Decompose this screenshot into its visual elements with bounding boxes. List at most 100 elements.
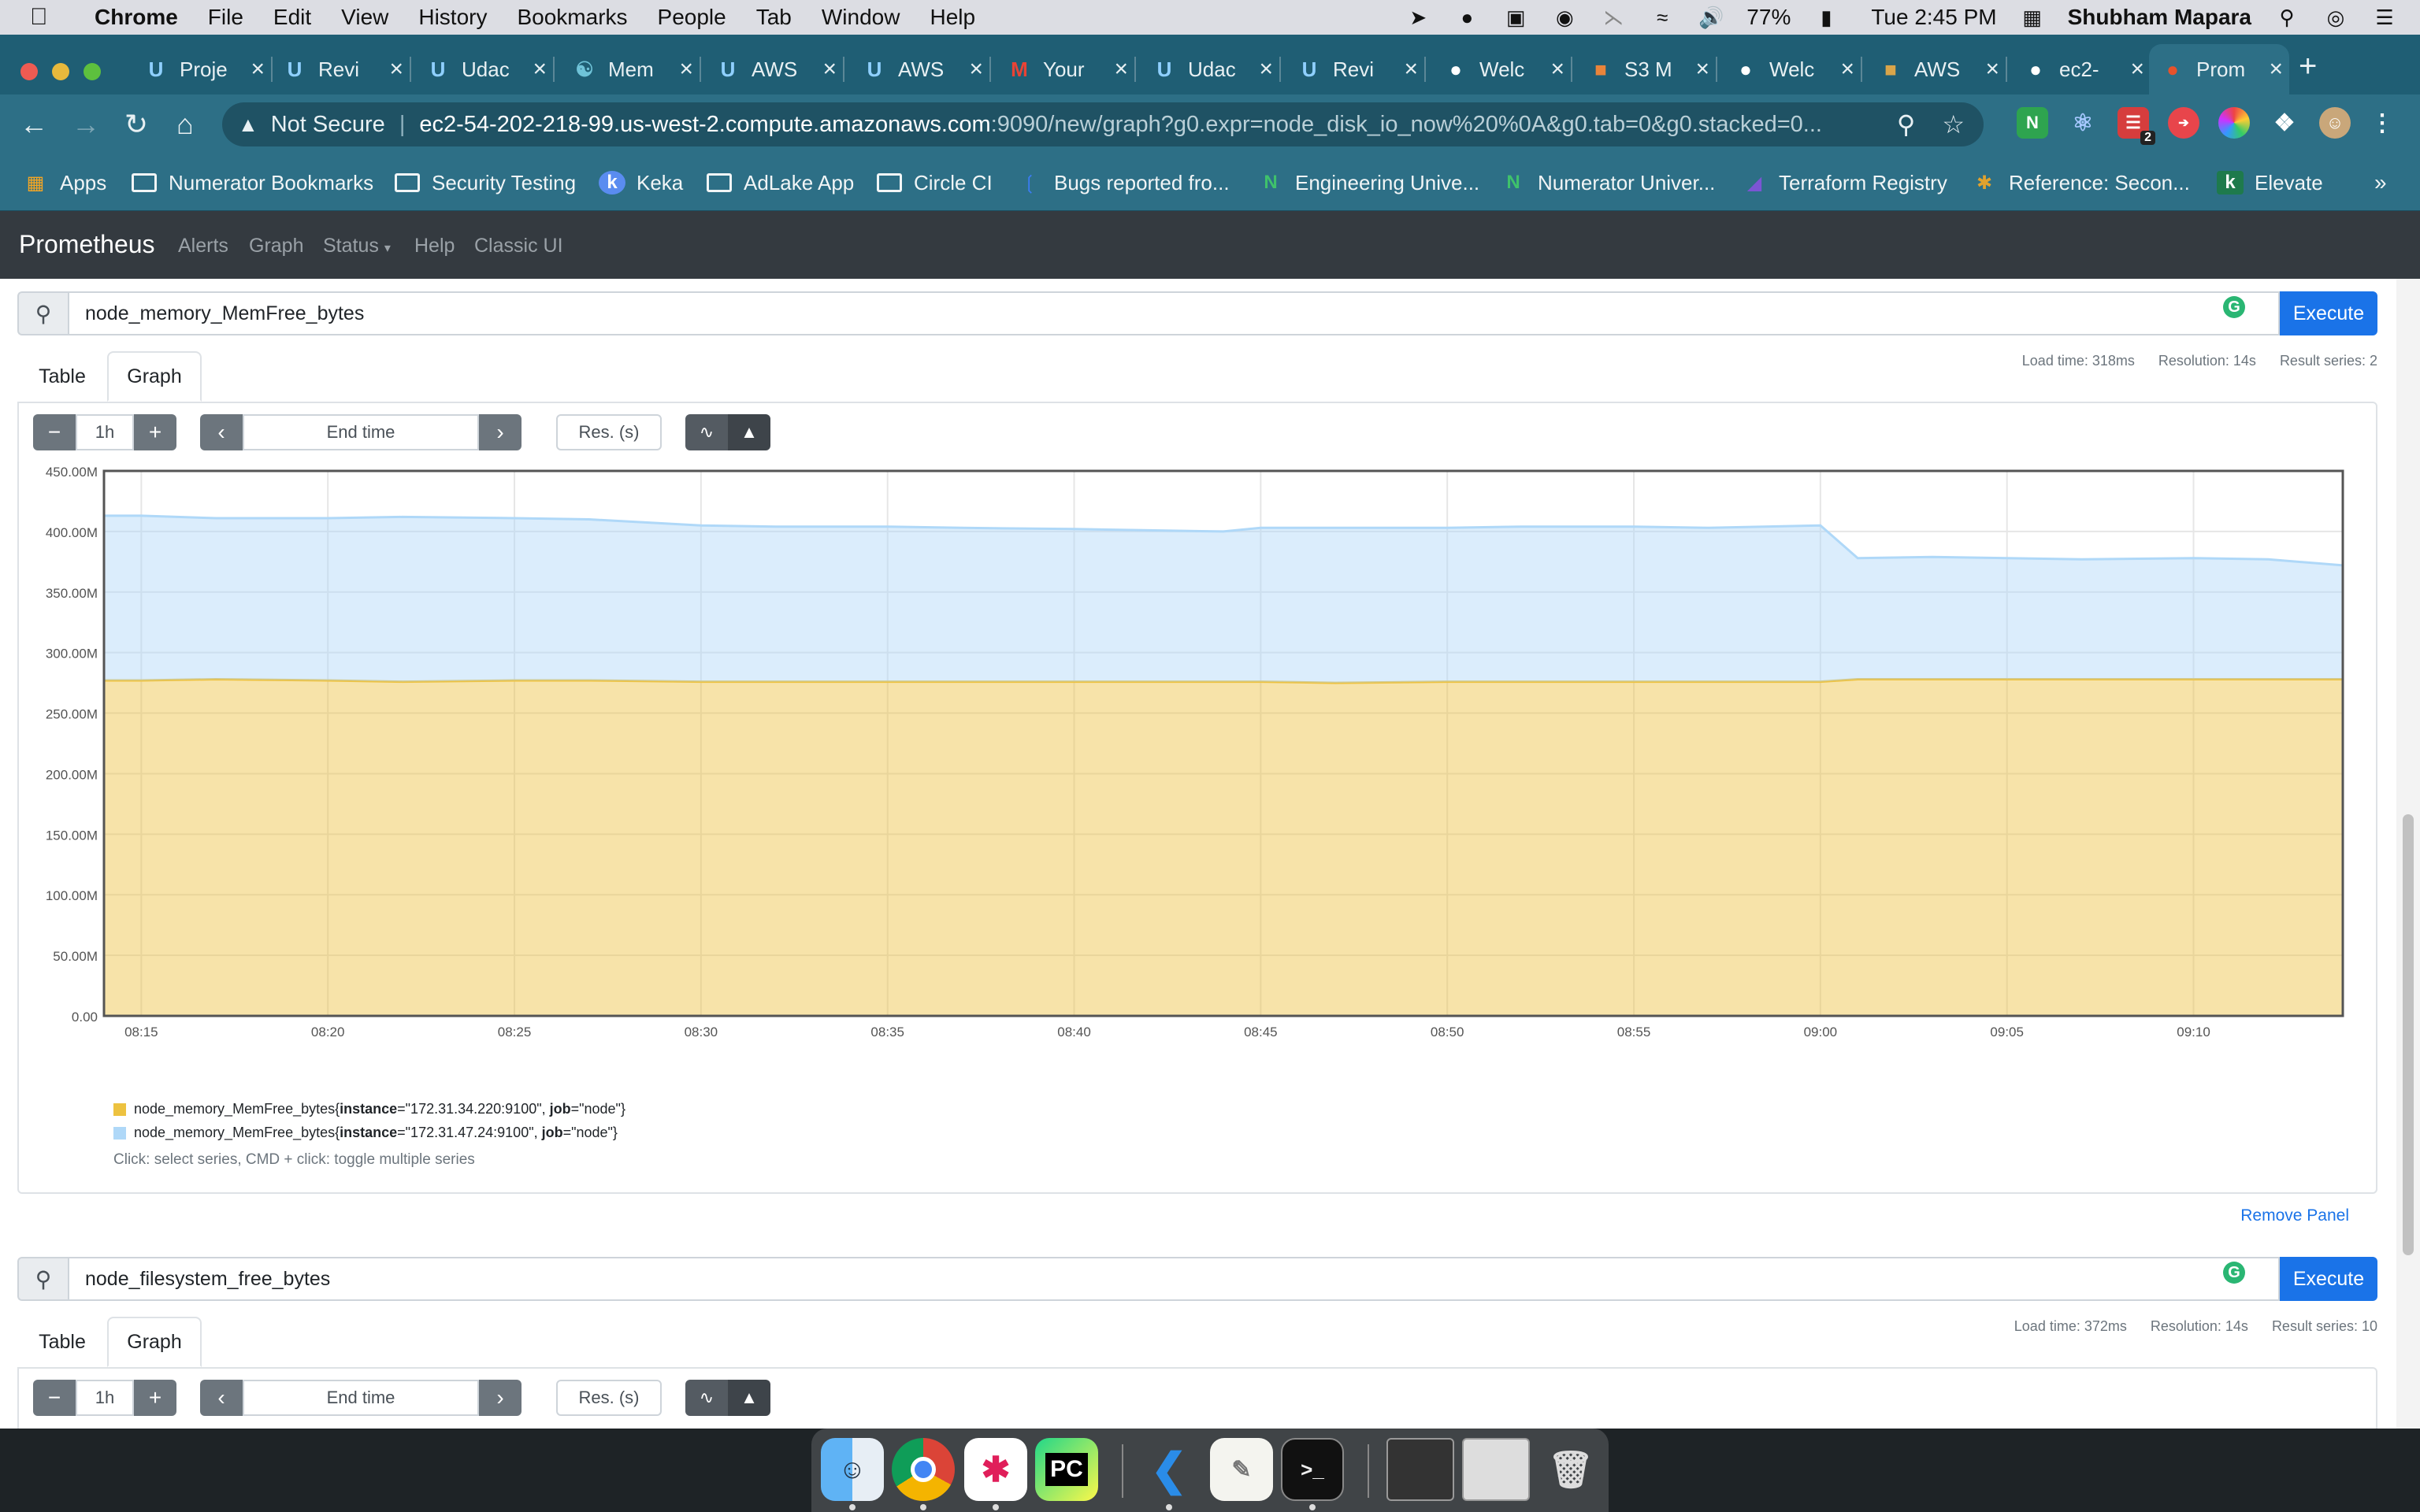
profile-avatar[interactable]: ☺ [2319,107,2351,139]
nav-status[interactable]: Status ▾ [323,235,391,258]
chrome-icon[interactable] [892,1438,955,1501]
menu-app-chrome[interactable]: Chrome [95,5,178,29]
nav-graph[interactable]: Graph [249,235,304,257]
menu-edit[interactable]: Edit [273,5,312,29]
legend-item-1[interactable]: node_memory_MemFree_bytes{instance="172.… [113,1101,625,1117]
tab-close-icon[interactable]: × [822,56,837,82]
wifi-icon[interactable]: ≈ [1657,5,1668,29]
url-host[interactable]: ec2-54-202-218-99.us-west-2.compute.amaz… [419,111,991,137]
nav-classic-ui[interactable]: Classic UI [474,235,563,257]
chevron-left-icon[interactable]: ‹ [200,1380,243,1416]
security-status[interactable]: Not Secure [270,111,385,137]
menu-history[interactable]: History [418,5,488,29]
resolution-input[interactable]: Res. (s) [556,414,662,450]
increase-range-button[interactable]: + [134,414,176,450]
browser-tab[interactable]: U Udac × [414,44,555,94]
browser-tab[interactable]: U AWS × [704,44,844,94]
browser-tab[interactable]: U AWS × [851,44,991,94]
url-path[interactable]: :9090/new/graph?g0.expr=node_disk_io_now… [990,111,1822,137]
chevron-right-icon[interactable]: › [479,414,521,450]
warning-triangle-icon[interactable]: ▲ [238,112,258,136]
tab-close-icon[interactable]: × [389,56,403,82]
chrome-menu-icon[interactable]: ⋮ [2370,109,2394,136]
postgres-elephant-icon[interactable]: ● [1461,5,1474,29]
page-scrollbar[interactable] [2396,279,2420,1429]
increase-range-button[interactable]: + [134,1380,176,1416]
bookmark-terraform-registry[interactable]: ◢ Terraform Registry [1741,169,1947,197]
tab-table[interactable]: Table [39,365,86,387]
tab-close-icon[interactable]: × [1404,56,1418,82]
grammarly-icon[interactable]: G [2223,1262,2245,1284]
extension-n-icon[interactable]: N [2017,107,2048,139]
tab-table[interactable]: Table [39,1330,86,1353]
browser-tab[interactable]: ● Prom × [2149,44,2289,94]
extensions-puzzle-icon[interactable]: ❖ [2273,109,2296,136]
tab-close-icon[interactable]: × [1695,56,1709,82]
window-minimize-button[interactable] [52,63,69,80]
forward-arrow-icon[interactable]: → [72,108,100,140]
expression-input[interactable]: node_filesystem_free_bytes [68,1257,2280,1301]
slack-icon[interactable]: ✱ [964,1438,1027,1501]
siri-icon[interactable]: ◎ [2326,5,2345,29]
terminal-icon[interactable]: >_ [1281,1438,1344,1501]
browser-tab[interactable]: ● Welc × [1722,44,1862,94]
series-line-2[interactable] [104,514,2344,567]
back-arrow-icon[interactable]: ← [20,108,48,140]
bluetooth-icon[interactable]: ⋋ [1603,5,1624,29]
menu-file[interactable]: File [207,5,243,29]
menu-view[interactable]: View [341,5,389,29]
browser-tab[interactable]: U Revi × [1286,44,1426,94]
tab-close-icon[interactable]: × [969,56,983,82]
tab-close-icon[interactable]: × [1985,56,1999,82]
prometheus-brand[interactable]: Prometheus [19,230,155,258]
spotlight-search-icon[interactable]: ⚲ [2279,5,2295,29]
line-chart-icon[interactable]: ∿ [685,414,728,450]
series-area-1[interactable] [104,679,2343,1017]
line-chart-icon[interactable]: ∿ [685,1380,728,1416]
minimized-window-2-icon[interactable] [1462,1438,1530,1501]
bookmark-elevate[interactable]: k Elevate [2217,169,2323,197]
menubar-user[interactable]: Shubham Mapara [2067,5,2251,29]
zoom-magnifier-icon[interactable]: ⚲ [1896,110,1916,139]
range-input[interactable]: 1h [76,414,134,450]
tab-graph[interactable]: Graph [107,1317,202,1367]
series-area-2[interactable] [104,515,2343,684]
scrollbar-thumb[interactable] [2403,814,2414,1255]
remove-panel-link[interactable]: Remove Panel [2240,1206,2349,1225]
menubar-clock[interactable]: Tue 2:45 PM [1871,5,1997,29]
vscode-icon[interactable]: ❮ [1150,1444,1188,1494]
bookmark-numerator-bookmarks[interactable]: Numerator Bookmarks [131,169,373,197]
menu-people[interactable]: People [657,5,726,29]
app-status-icon[interactable]: ◉ [1555,5,1574,29]
tab-graph[interactable]: Graph [107,351,202,402]
browser-tab[interactable]: M Your × [996,44,1136,94]
range-input[interactable]: 1h [76,1380,134,1416]
pycharm-icon[interactable]: PC [1035,1438,1098,1501]
menu-help[interactable]: Help [930,5,976,29]
bookmark-bugs-reported[interactable]: ❲ Bugs reported fro... [1016,169,1230,197]
series-line-1[interactable] [104,677,2343,684]
volume-icon[interactable]: 🔊 [1698,5,1724,29]
bookmark-circle-ci[interactable]: Circle CI [876,169,993,197]
menu-window[interactable]: Window [821,5,900,29]
nav-alerts[interactable]: Alerts [178,235,228,257]
chevron-right-icon[interactable]: › [479,1380,521,1416]
extension-react-icon[interactable]: ⚛ [2072,109,2094,136]
bookmark-engineering-university[interactable]: N Engineering Unive... [1257,169,1479,197]
tab-close-icon[interactable]: × [1114,56,1128,82]
stacked-area-icon[interactable]: ▲ [728,414,770,450]
bookmarks-overflow-icon[interactable]: » [2374,170,2387,195]
expression-input[interactable]: node_memory_MemFree_bytes [68,291,2280,335]
extension-color-picker-icon[interactable] [2218,107,2250,139]
new-tab-button[interactable]: + [2299,49,2318,83]
bookmark-reference[interactable]: ✱ Reference: Secon... [1971,169,2190,197]
tab-close-icon[interactable]: × [251,56,265,82]
memory-chart[interactable]: 0.00 50.00M 100.00M 150.00M 200.00M 250.00M 30… [19,403,2376,1065]
bookmark-star-icon[interactable]: ☆ [1942,110,1965,139]
window-zoom-button[interactable] [84,63,101,80]
menu-bookmarks[interactable]: Bookmarks [517,5,628,29]
execute-button[interactable]: Execute [2280,291,2377,335]
end-time-input[interactable]: End time [243,1380,479,1416]
browser-tab[interactable]: U Proje × [132,44,273,94]
extension-todoist-icon[interactable]: ☰ 2 [2118,107,2155,145]
